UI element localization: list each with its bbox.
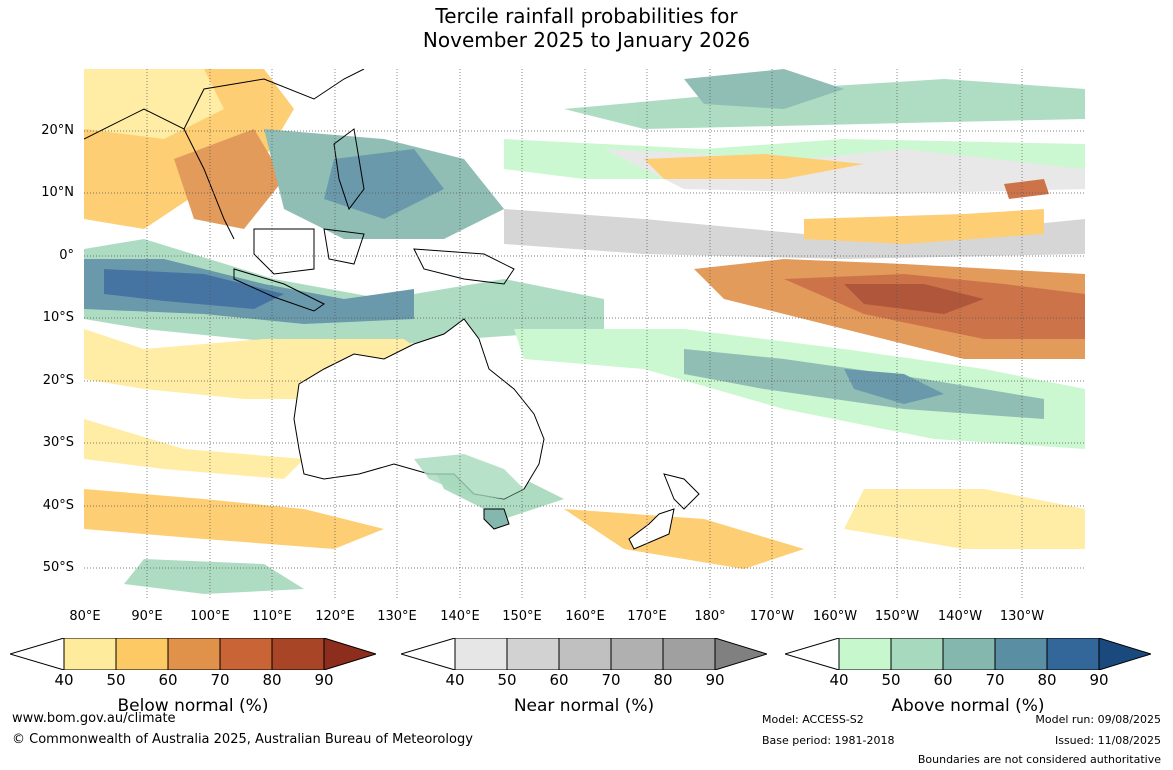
- lon-label-170e: 170°E: [627, 609, 667, 624]
- colorbar-below-tick: 90: [314, 671, 334, 689]
- lat-label-50s: 50°S: [42, 560, 74, 575]
- lat-label-20n: 20°N: [41, 123, 74, 138]
- model-name: Model: ACCESS-S2: [762, 713, 864, 726]
- lon-label-160w: 160°W: [812, 609, 858, 624]
- lon-label-130w: 130°W: [999, 609, 1045, 624]
- map-svg: [84, 69, 1085, 600]
- colorbar-above-tick: 60: [933, 671, 953, 689]
- lon-label-130e: 130°E: [377, 609, 417, 624]
- colorbar-above-left-arrow: [785, 638, 840, 670]
- colorbar-below-tick: 80: [262, 671, 282, 689]
- issued-date: Issued: 11/08/2025: [1054, 734, 1161, 747]
- colorbar-above-tick: 70: [985, 671, 1005, 689]
- colorbar-below-tick: 70: [210, 671, 230, 689]
- title-line-1: Tercile rainfall probabilities for: [435, 4, 738, 28]
- lon-label-80e: 80°E: [69, 609, 101, 624]
- lon-label-160e: 160°E: [565, 609, 605, 624]
- model-run-date: Model run: 09/08/2025: [1035, 713, 1161, 726]
- lon-label-90e: 90°E: [131, 609, 163, 624]
- colorbar-near-normal: [401, 638, 767, 670]
- probability-map: [84, 69, 1085, 600]
- colorbar-above-right-arrow: [1098, 638, 1151, 670]
- lat-label-10n: 10°N: [41, 185, 74, 200]
- lon-label-100e: 100°E: [190, 609, 230, 624]
- colorbar-below-right-arrow: [323, 638, 376, 670]
- lat-label-20s: 20°S: [42, 373, 74, 388]
- colorbar-below-left-arrow: [10, 638, 65, 670]
- title-line-2: November 2025 to January 2026: [422, 28, 751, 52]
- colorbar-near-tick: 70: [601, 671, 621, 689]
- colorbar-near-title: Near normal (%): [513, 696, 655, 716]
- colorbar-below-normal: [10, 638, 376, 670]
- colorbar-below-title: Below normal (%): [117, 696, 269, 716]
- colorbar-below-tick: 40: [54, 671, 74, 689]
- lon-label-110e: 110°E: [252, 609, 292, 624]
- map-title: Tercile rainfall probabilities for Novem…: [0, 4, 1173, 52]
- colorbar-near-tick: 90: [705, 671, 725, 689]
- lat-label-0: 0°: [59, 248, 74, 263]
- lon-label-150e: 150°E: [502, 609, 542, 624]
- lat-label-10s: 10°S: [42, 310, 74, 325]
- boundaries-disclaimer: Boundaries are not considered authoritat…: [917, 753, 1161, 766]
- colorbar-below-tick: 50: [106, 671, 126, 689]
- lon-label-150w: 150°W: [874, 609, 920, 624]
- colorbar-above-tick: 50: [881, 671, 901, 689]
- colorbar-below-tick: 60: [158, 671, 178, 689]
- website-link[interactable]: www.bom.gov.au/climate: [12, 711, 176, 726]
- colorbar-above-tick: 40: [829, 671, 849, 689]
- base-period: Base period: 1981-2018: [762, 734, 895, 747]
- lon-label-140e: 140°E: [440, 609, 480, 624]
- colorbar-near-left-arrow: [401, 638, 456, 670]
- lon-label-170w: 170°W: [749, 609, 795, 624]
- lon-label-120e: 120°E: [315, 609, 355, 624]
- colorbar-near-tick: 40: [445, 671, 465, 689]
- lon-label-180: 180°: [694, 609, 726, 624]
- colorbar-above-normal: [785, 638, 1151, 670]
- lon-label-140w: 140°W: [937, 609, 983, 624]
- colorbar-near-tick: 50: [497, 671, 517, 689]
- colorbar-above-title: Above normal (%): [891, 696, 1045, 716]
- colorbar-near-tick: 80: [653, 671, 673, 689]
- colorbar-above-tick: 90: [1089, 671, 1109, 689]
- colorbar-near-right-arrow: [714, 638, 767, 670]
- lat-label-40s: 40°S: [42, 498, 74, 513]
- lat-label-30s: 30°S: [42, 435, 74, 450]
- copyright-text: © Commonwealth of Australia 2025, Austra…: [12, 732, 473, 747]
- colorbar-near-tick: 60: [549, 671, 569, 689]
- colorbar-above-tick: 80: [1037, 671, 1057, 689]
